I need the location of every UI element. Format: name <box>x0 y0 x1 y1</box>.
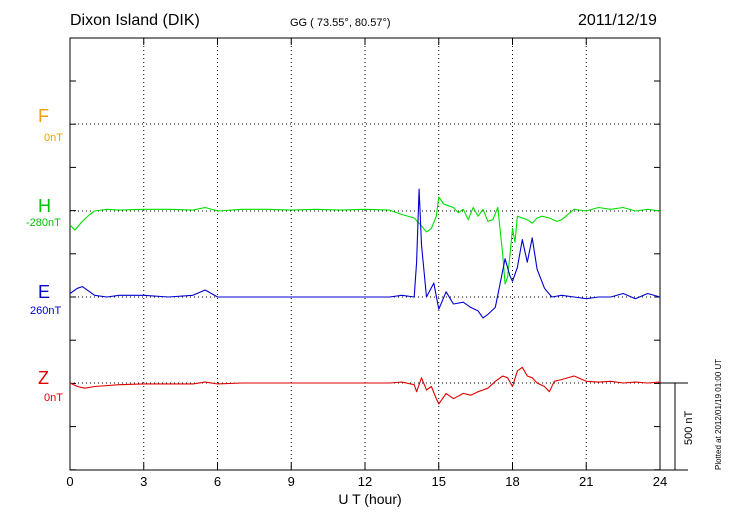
series-line-e <box>69 188 661 319</box>
scale-bar <box>660 382 688 471</box>
x-tick-label-2: 6 <box>214 474 221 489</box>
plot-grid <box>70 38 660 470</box>
plot-date: 2011/12/19 <box>578 12 657 29</box>
channel-f-name: F <box>38 106 49 126</box>
x-tick-label-6: 18 <box>505 474 519 489</box>
x-tick-label-5: 15 <box>432 474 446 489</box>
channel-f-baseline: 0nT <box>44 132 63 144</box>
x-tick-label-7: 21 <box>579 474 593 489</box>
x-axis-title: U T (hour) <box>338 491 402 507</box>
channel-z-baseline: 0nT <box>44 392 63 404</box>
series-line-h <box>69 196 661 285</box>
scale-bar-label: 500 nT <box>683 410 695 445</box>
channel-e-name: E <box>38 282 51 302</box>
series-line-z <box>69 366 661 405</box>
channel-h-baseline: -280nT <box>26 217 61 229</box>
channel-z-name: Z <box>38 368 49 388</box>
x-tick-label-0: 0 <box>66 474 73 489</box>
station-title: Dixon Island (DIK) <box>70 12 200 29</box>
x-tick-label-3: 9 <box>288 474 295 489</box>
channel-h-name: H <box>38 196 51 216</box>
x-tick-label-4: 12 <box>358 474 372 489</box>
channel-e-baseline: 260nT <box>30 305 62 317</box>
station-coordinates: GG ( 73.55°, 80.57°) <box>290 17 391 29</box>
x-tick-label-1: 3 <box>140 474 147 489</box>
data-traces <box>69 188 661 405</box>
plotted-at-note: Plotted at 2012/01/19 01:00 UT <box>714 358 723 470</box>
x-axis-ticks: 0 3 6 9 12 15 18 21 24 <box>66 38 667 489</box>
x-tick-label-8: 24 <box>653 474 667 489</box>
